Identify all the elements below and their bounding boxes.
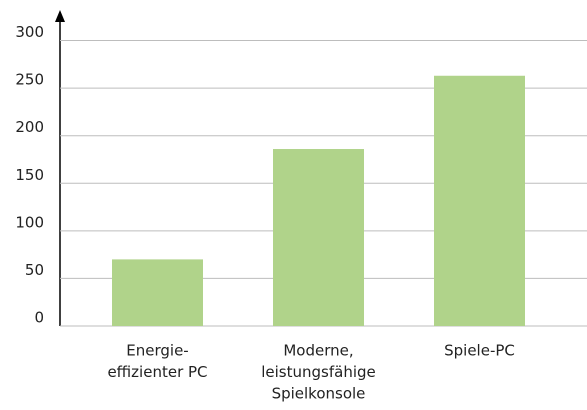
- y-tick-label: 150: [15, 166, 44, 184]
- y-tick-label: 50: [25, 261, 44, 279]
- x-tick-label: Energie-: [126, 342, 188, 360]
- x-tick-label: Moderne,: [283, 342, 353, 360]
- y-tick-label: 100: [15, 213, 44, 231]
- x-tick-label: leistungsfähige: [261, 363, 376, 381]
- bar: [273, 149, 364, 326]
- y-axis-arrow: [55, 10, 65, 22]
- bar: [112, 259, 203, 326]
- y-tick-label: 300: [15, 23, 44, 41]
- x-tick-label: effizienter PC: [107, 363, 207, 381]
- x-tick-label: Spiele-PC: [444, 342, 515, 360]
- y-tick-label: 250: [15, 71, 44, 89]
- x-tick-label: Spielkonsole: [272, 385, 366, 403]
- y-tick-label: 0: [34, 309, 44, 327]
- y-tick-label: 200: [15, 118, 44, 136]
- bar: [434, 75, 525, 326]
